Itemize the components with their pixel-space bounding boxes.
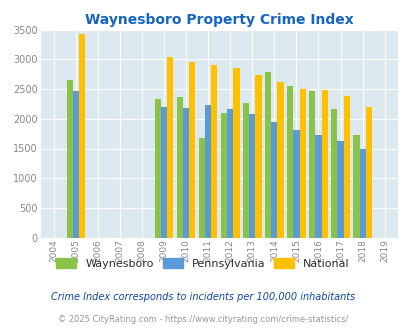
Bar <box>243 103 249 238</box>
Bar <box>198 138 205 238</box>
Text: Crime Index corresponds to incidents per 100,000 inhabitants: Crime Index corresponds to incidents per… <box>51 292 354 302</box>
Bar <box>154 99 161 238</box>
Bar <box>352 135 358 238</box>
Bar <box>271 122 277 238</box>
Bar <box>299 89 305 238</box>
Legend: Waynesboro, Pennsylvania, National: Waynesboro, Pennsylvania, National <box>52 254 353 273</box>
Bar <box>293 130 299 238</box>
Bar <box>264 72 271 238</box>
Bar <box>66 80 72 238</box>
Bar <box>72 91 79 238</box>
Bar <box>79 34 85 238</box>
Bar <box>211 65 217 238</box>
Bar <box>205 105 211 238</box>
Bar <box>309 91 315 238</box>
Bar <box>220 113 227 238</box>
Bar <box>330 109 337 238</box>
Bar <box>365 107 371 238</box>
Bar <box>177 97 183 238</box>
Text: © 2025 CityRating.com - https://www.cityrating.com/crime-statistics/: © 2025 CityRating.com - https://www.city… <box>58 315 347 324</box>
Bar <box>358 149 365 238</box>
Bar <box>337 141 343 238</box>
Bar <box>343 96 349 238</box>
Bar <box>161 107 167 238</box>
Bar <box>315 135 321 238</box>
Bar <box>183 108 189 238</box>
Bar <box>255 76 261 238</box>
Bar <box>249 114 255 238</box>
Bar <box>277 82 283 238</box>
Bar <box>233 68 239 238</box>
Bar <box>227 109 233 238</box>
Bar <box>167 57 173 238</box>
Bar <box>189 62 195 238</box>
Bar <box>321 90 327 238</box>
Title: Waynesboro Property Crime Index: Waynesboro Property Crime Index <box>85 13 353 27</box>
Bar <box>286 85 293 238</box>
